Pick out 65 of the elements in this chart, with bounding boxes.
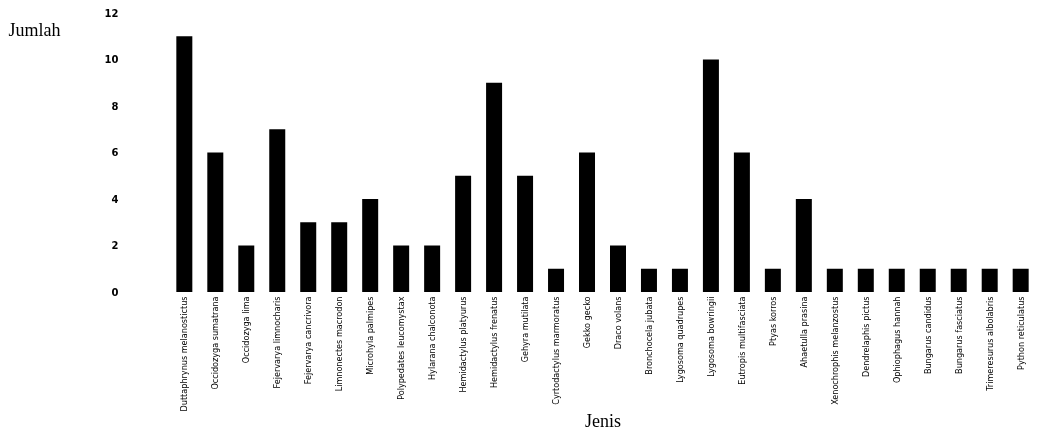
x-tick-label: Hylarana chalconota bbox=[427, 296, 438, 380]
x-tick-label: Limnonectes macrodon bbox=[334, 296, 345, 392]
x-tick-label: Occidozyga lima bbox=[241, 296, 252, 364]
bar bbox=[486, 82, 503, 292]
x-tick-label: Cyrtodactylus marmoratus bbox=[551, 296, 562, 405]
bar bbox=[826, 268, 843, 292]
bar bbox=[176, 36, 193, 292]
bar bbox=[331, 222, 348, 292]
x-tick-label: Polypedates leucomystax bbox=[396, 296, 407, 400]
x-tick-label: Hemidactylus platyurus bbox=[458, 296, 469, 393]
y-tick-label: 2 bbox=[111, 240, 119, 251]
x-tick-label: Lygosoma quadrupes bbox=[674, 296, 685, 383]
bar bbox=[579, 152, 596, 292]
bar bbox=[888, 268, 905, 292]
x-tick-label: Ahaetulla prasina bbox=[798, 296, 809, 368]
x-tick-label: Dendrelaphis pictus bbox=[860, 296, 871, 377]
x-tick-label: Fejervarya limnocharis bbox=[272, 296, 283, 389]
x-tick-label: Ptyas korros bbox=[767, 296, 778, 346]
x-tick-label: Microhyla palmipes bbox=[365, 296, 376, 375]
y-tick-label: 0 bbox=[111, 286, 119, 298]
y-tick-label: 8 bbox=[111, 100, 119, 112]
bar bbox=[981, 268, 998, 292]
bar bbox=[300, 222, 317, 292]
x-tick-label: Occidozyga sumatrana bbox=[210, 296, 221, 390]
y-tick-label: 12 bbox=[104, 7, 119, 19]
y-tick-label: 6 bbox=[111, 147, 119, 158]
bar bbox=[795, 199, 812, 292]
bar bbox=[393, 245, 410, 292]
bar bbox=[238, 245, 255, 292]
x-tick-label: Duttaphrynus melanostictus bbox=[179, 296, 190, 412]
x-tick-label: Bungarus candidus bbox=[922, 296, 933, 375]
bar bbox=[764, 268, 781, 292]
bar bbox=[548, 268, 565, 292]
bar bbox=[919, 268, 936, 292]
bar bbox=[517, 175, 534, 292]
bar bbox=[362, 199, 379, 292]
bar bbox=[857, 268, 874, 292]
x-tick-label: Ophiophagus hannah bbox=[891, 296, 902, 384]
bar bbox=[1012, 268, 1029, 292]
bar bbox=[609, 245, 626, 292]
bar bbox=[424, 245, 441, 292]
bar bbox=[640, 268, 657, 292]
x-tick-label: Gehyra mutilata bbox=[520, 296, 531, 363]
x-tick-label: Gekko gecko bbox=[582, 296, 593, 349]
bar bbox=[950, 268, 967, 292]
x-tick-label: Lygosoma bowringii bbox=[705, 296, 716, 377]
x-tick-label: Draco volans bbox=[612, 296, 623, 350]
x-tick-label: Eutropis multifasciata bbox=[736, 296, 747, 385]
bar bbox=[269, 129, 286, 292]
x-tick-label: Bronchocela jubata bbox=[643, 296, 654, 375]
y-tick-label: 4 bbox=[111, 193, 119, 205]
y-axis-title: Jumlah bbox=[8, 19, 61, 40]
bar bbox=[455, 175, 472, 292]
y-tick-label: 10 bbox=[104, 54, 119, 65]
bar bbox=[207, 152, 224, 292]
x-tick-label: Python reticulatus bbox=[1015, 296, 1026, 370]
x-tick-label: Bungarus fasciatus bbox=[953, 296, 964, 374]
bar bbox=[733, 152, 750, 292]
x-axis-title: Jenis bbox=[585, 411, 621, 432]
x-tick-label: Hemidactylus frenatus bbox=[489, 296, 500, 388]
x-tick-label: Xenochrophis melanzostus bbox=[829, 296, 840, 405]
bar bbox=[702, 59, 719, 292]
x-tick-label: Trimeresurus albolabris bbox=[984, 296, 995, 392]
x-tick-label: Fejervarya cancrivora bbox=[303, 296, 314, 385]
bar bbox=[671, 268, 688, 292]
